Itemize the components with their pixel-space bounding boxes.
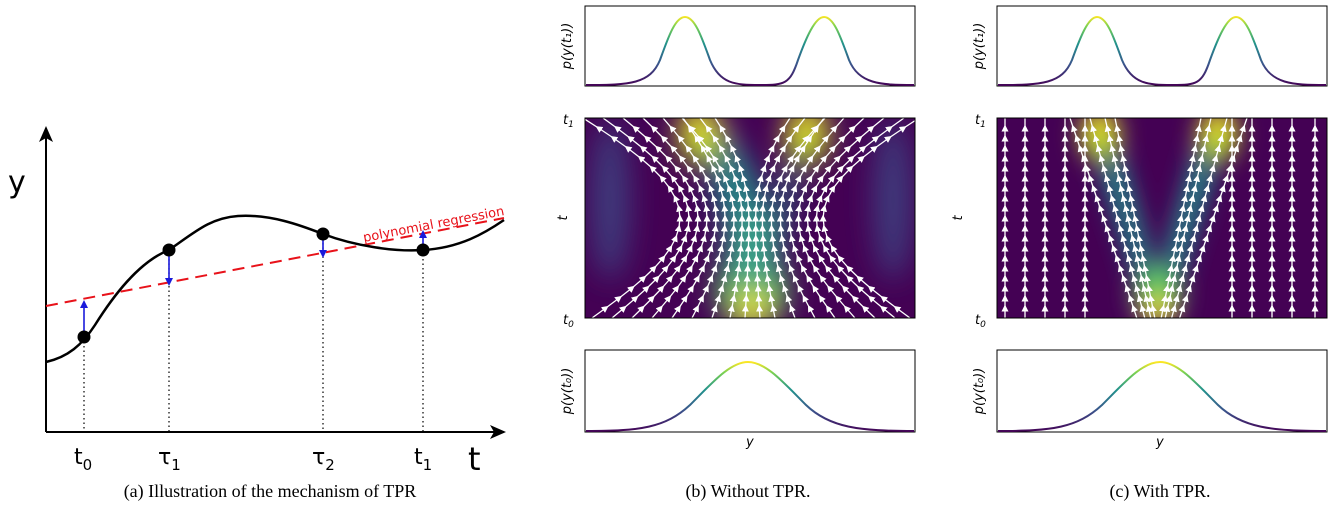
panel-c: p(y(t₁)) t t1 t0 p(y(t₀)) y (c) With TPR… bbox=[951, 5, 1328, 502]
top-density-curve bbox=[585, 15, 915, 87]
point-tau2 bbox=[316, 227, 330, 241]
regression-label: polynomial regression bbox=[362, 204, 506, 246]
trajectory-curve bbox=[45, 214, 505, 364]
flow-heatmap bbox=[997, 118, 1327, 318]
bottom-xlabel: y bbox=[745, 435, 754, 450]
tick-tau1: τ1 bbox=[158, 445, 181, 474]
bottom-density-curve bbox=[585, 360, 915, 432]
point-tau1 bbox=[162, 243, 176, 257]
top-density-frame bbox=[584, 5, 916, 87]
tick-t1: t1 bbox=[414, 445, 432, 474]
top-density-ylabel: p(y(t₁)) bbox=[560, 23, 575, 71]
tick-top: t1 bbox=[563, 113, 574, 130]
caption-a: (a) Illustration of the mechanism of TPR bbox=[124, 481, 417, 502]
panel-b: p(y(t₁)) t t1 t0 p(y bbox=[556, 5, 916, 502]
flow-ylabel: t bbox=[556, 215, 571, 221]
streamline bbox=[819, 119, 915, 318]
flow-heatmap bbox=[585, 118, 915, 318]
streamlines bbox=[1001, 118, 1319, 318]
tick-bottom: t0 bbox=[563, 313, 574, 330]
streamlines bbox=[585, 118, 915, 318]
dotted-guides bbox=[83, 234, 424, 432]
top-density-frame bbox=[996, 5, 1328, 87]
streamline bbox=[1178, 118, 1248, 318]
bottom-density-ylabel: p(y(t₀)) bbox=[972, 368, 987, 416]
regression-line bbox=[45, 217, 505, 307]
bottom-density-frame bbox=[996, 349, 1328, 433]
tick-tau2: τ2 bbox=[312, 445, 335, 474]
flow-frame bbox=[584, 117, 916, 319]
residual-arrows bbox=[80, 230, 427, 332]
caption-c: (c) With TPR. bbox=[1109, 481, 1210, 502]
bottom-density-frame bbox=[584, 349, 916, 433]
tick-bottom: t0 bbox=[975, 313, 986, 330]
top-density-curve bbox=[997, 15, 1327, 87]
t-axis-label: t bbox=[468, 440, 481, 478]
flow-ylabel: t bbox=[951, 215, 966, 221]
streamline bbox=[1114, 118, 1157, 318]
caption-b: (b) Without TPR. bbox=[685, 481, 810, 502]
panel-a: y t polynomial regression t0 τ1 τ2 bbox=[8, 126, 506, 502]
tick-top: t1 bbox=[975, 113, 986, 130]
top-density-ylabel: p(y(t₁)) bbox=[972, 23, 987, 71]
point-t0 bbox=[77, 330, 91, 344]
bottom-density-ylabel: p(y(t₀)) bbox=[560, 368, 575, 416]
y-axis-label: y bbox=[8, 165, 26, 200]
bottom-density-curve bbox=[997, 360, 1327, 432]
tick-t0: t0 bbox=[74, 445, 92, 474]
flow-frame bbox=[996, 117, 1328, 319]
point-t1 bbox=[416, 243, 430, 257]
bottom-xlabel: y bbox=[1155, 435, 1164, 450]
streamline bbox=[714, 118, 753, 318]
